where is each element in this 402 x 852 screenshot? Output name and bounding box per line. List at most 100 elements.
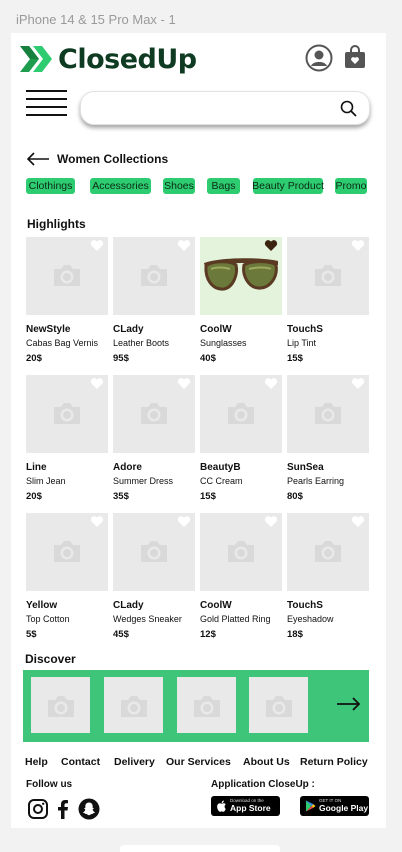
product-card[interactable]: BeautyB CC Cream 15$ [200, 375, 282, 502]
search-input[interactable] [93, 99, 333, 119]
product-brand: CoolW [200, 324, 232, 335]
frame-label: iPhone 14 & 15 Pro Max - 1 [16, 12, 176, 27]
heart-icon[interactable] [177, 515, 191, 528]
heart-icon[interactable] [351, 377, 365, 390]
footer-link-contact[interactable]: Contact [61, 756, 101, 768]
product-brand: CLady [113, 600, 144, 611]
product-image[interactable] [287, 237, 369, 315]
discover-thumbnail[interactable] [249, 677, 308, 733]
product-image[interactable] [287, 513, 369, 591]
camera-placeholder-icon [141, 541, 167, 562]
hamburger-menu-icon[interactable] [26, 90, 67, 124]
collection-title: Women Collections [57, 152, 169, 166]
category-chip-beauty-product[interactable]: Beauty Product [252, 178, 324, 194]
back-arrow-icon[interactable] [26, 152, 50, 166]
product-description: Eyeshadow [287, 614, 334, 624]
product-card[interactable]: CoolW Sunglasses 40$ [200, 237, 282, 364]
product-description: Lip Tint [287, 338, 317, 348]
category-chip-promo[interactable]: Promo [335, 178, 367, 194]
app-store-button[interactable]: Download on the App Store [211, 796, 280, 816]
shopping-bag-icon[interactable] [342, 44, 368, 70]
google-play-small-text: GET IT ON [319, 798, 342, 803]
product-brand: Yellow [26, 600, 58, 611]
camera-placeholder-icon [315, 541, 341, 562]
arrow-right-icon[interactable] [336, 697, 361, 711]
product-card[interactable]: Yellow Top Cotton 5$ [26, 513, 108, 640]
discover-title: Discover [25, 652, 76, 666]
product-image[interactable] [113, 237, 195, 315]
follow-us-label: Follow us [26, 779, 73, 790]
product-image[interactable] [200, 513, 282, 591]
search-bar[interactable] [80, 91, 370, 125]
product-price: 15$ [200, 491, 216, 502]
product-card[interactable]: SunSea Pearls Earring 80$ [287, 375, 369, 502]
camera-placeholder-icon [315, 265, 341, 286]
search-icon[interactable] [340, 100, 357, 117]
home-indicator [120, 845, 280, 852]
heart-icon[interactable] [351, 515, 365, 528]
heart-icon[interactable] [264, 515, 278, 528]
footer-link-our-services[interactable]: Our Services [166, 756, 231, 768]
heart-icon[interactable] [177, 239, 191, 252]
product-image[interactable] [200, 237, 282, 315]
product-card[interactable]: CLady Wedges Sneaker 45$ [113, 513, 195, 640]
product-brand: CoolW [200, 600, 232, 611]
camera-placeholder-icon [315, 403, 341, 424]
product-price: 18$ [287, 629, 303, 640]
footer-link-delivery[interactable]: Delivery [114, 756, 155, 768]
heart-icon[interactable] [90, 377, 104, 390]
highlights-title: Highlights [27, 217, 86, 231]
product-price: 5$ [26, 629, 37, 640]
google-play-icon [306, 800, 316, 812]
instagram-icon[interactable] [27, 798, 49, 820]
heart-icon[interactable] [90, 515, 104, 528]
heart-icon[interactable] [90, 239, 104, 252]
camera-placeholder-icon [228, 403, 254, 424]
product-image[interactable] [113, 513, 195, 591]
camera-placeholder-icon [141, 403, 167, 424]
product-card[interactable]: TouchS Lip Tint 15$ [287, 237, 369, 364]
product-brand: CLady [113, 324, 144, 335]
heart-icon[interactable] [264, 377, 278, 390]
snapchat-icon[interactable] [78, 798, 100, 820]
product-card[interactable]: CoolW Gold Platted Ring 12$ [200, 513, 282, 640]
product-brand: SunSea [287, 462, 324, 473]
discover-thumbnail[interactable] [104, 677, 163, 733]
discover-thumbnail[interactable] [31, 677, 90, 733]
google-play-button[interactable]: GET IT ON Google Play [300, 796, 369, 816]
heart-icon[interactable] [351, 239, 365, 252]
category-chip-accessories[interactable]: Accessories [90, 178, 151, 194]
footer-link-about-us[interactable]: About Us [243, 756, 290, 768]
product-card[interactable]: NewStyle Cabas Bag Vernis 20$ [26, 237, 108, 364]
product-description: CC Cream [200, 476, 243, 486]
product-image[interactable] [26, 513, 108, 591]
user-icon[interactable] [305, 44, 333, 72]
facebook-icon[interactable] [52, 798, 74, 820]
product-brand: TouchS [287, 600, 323, 611]
product-image[interactable] [26, 237, 108, 315]
product-card[interactable]: TouchS Eyeshadow 18$ [287, 513, 369, 640]
product-image[interactable] [200, 375, 282, 453]
category-chip-shoes[interactable]: Shoes [163, 178, 195, 194]
footer-link-help[interactable]: Help [25, 756, 48, 768]
logo[interactable]: ClosedUp [20, 43, 197, 75]
heart-icon[interactable] [177, 377, 191, 390]
product-description: Slim Jean [26, 476, 66, 486]
footer-links: Help Contact Delivery Our Services About… [25, 756, 375, 770]
camera-placeholder-icon [54, 265, 80, 286]
product-image[interactable] [26, 375, 108, 453]
logo-text: ClosedUp [58, 43, 197, 75]
discover-thumbnail[interactable] [177, 677, 236, 733]
product-image[interactable] [287, 375, 369, 453]
heart-icon[interactable] [264, 239, 278, 252]
product-image[interactable] [113, 375, 195, 453]
category-chip-bags[interactable]: Bags [207, 178, 240, 194]
category-chip-clothings[interactable]: Clothings [26, 178, 75, 194]
product-card[interactable]: CLady Leather Boots 95$ [113, 237, 195, 364]
footer-link-return-policy[interactable]: Return Policy [300, 756, 368, 768]
product-card[interactable]: Line Slim Jean 20$ [26, 375, 108, 502]
product-card[interactable]: Adore Summer Dress 35$ [113, 375, 195, 502]
product-brand: Adore [113, 462, 142, 473]
collection-header: Women Collections [26, 152, 168, 166]
header: ClosedUp [11, 33, 386, 83]
